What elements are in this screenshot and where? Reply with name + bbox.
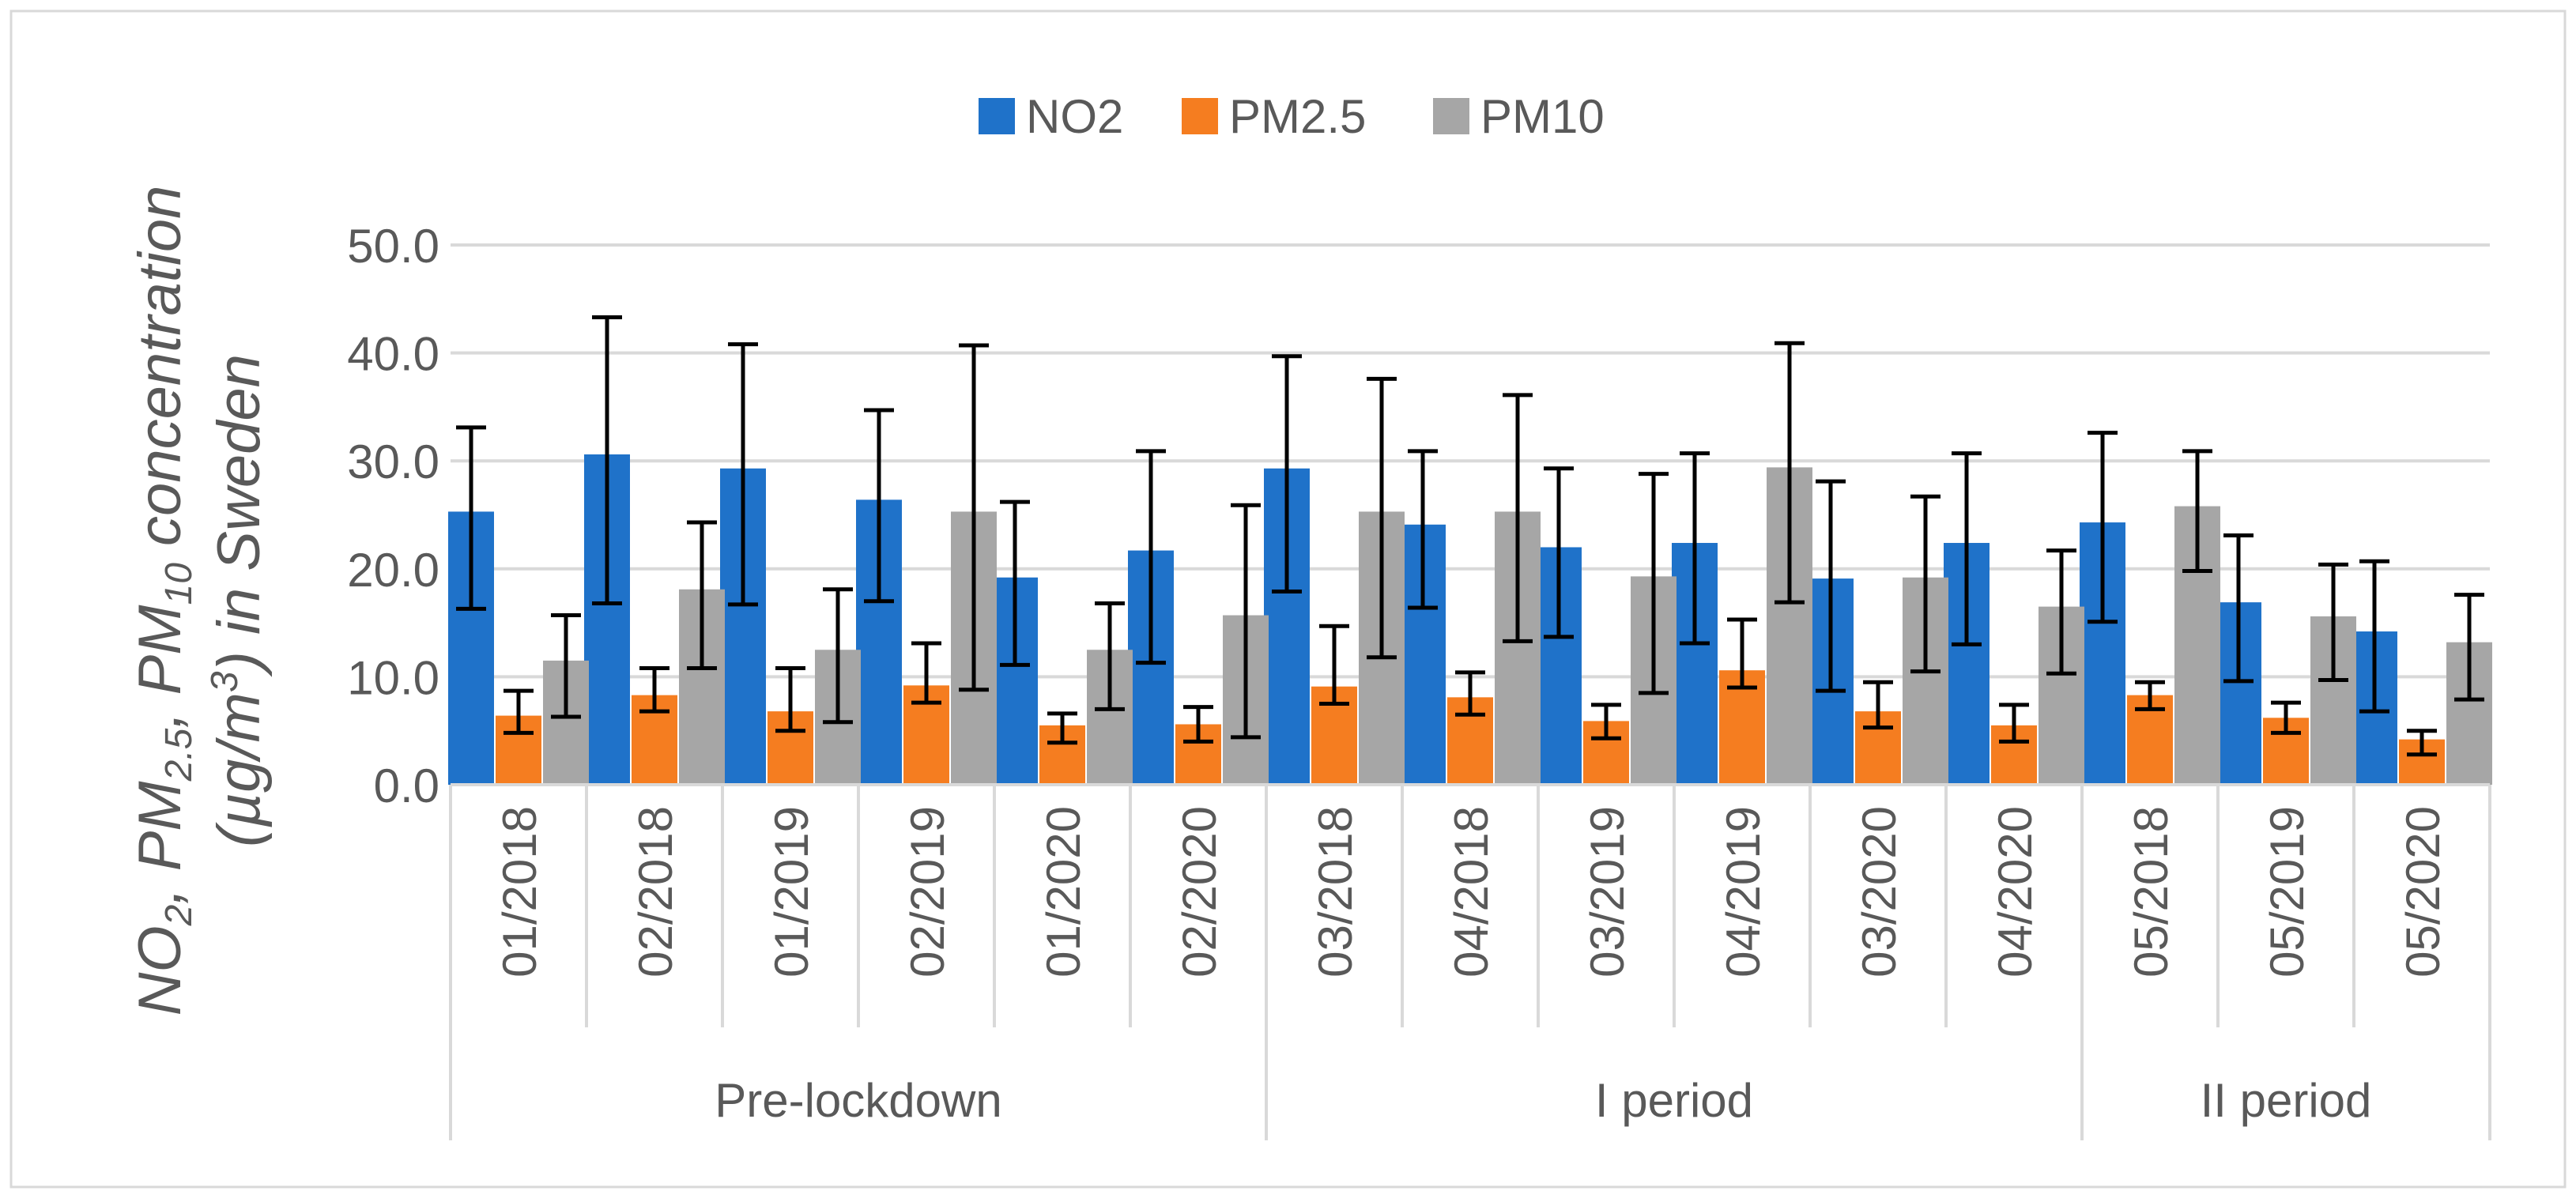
x-tick-label: 05/2019: [2261, 806, 2314, 978]
x-tick-label: 02/2019: [901, 806, 954, 978]
error-bar-no2-4: [1000, 499, 1030, 667]
error-bar-pm10-5: [1231, 503, 1261, 740]
y-label-part: ) in Sweden: [206, 354, 273, 677]
error-bar-pm10-1: [687, 520, 717, 670]
error-bar-pm25-3: [911, 641, 941, 705]
legend-label: PM2.5: [1229, 90, 1366, 143]
error-bar-pm10-0: [551, 613, 581, 719]
error-bar-pm25-1: [639, 665, 669, 714]
error-bar-no2-8: [1544, 466, 1574, 639]
error-bar-no2-14: [2359, 559, 2389, 714]
error-bar-pm10-11: [2046, 548, 2076, 676]
error-bar-no2-12: [2088, 431, 2118, 624]
y-tick-label: 10.0: [347, 651, 439, 704]
error-bar-pm25-10: [1863, 680, 1893, 730]
error-bar-pm25-8: [1591, 703, 1621, 740]
error-bar-pm25-6: [1319, 624, 1349, 707]
error-bar-pm25-7: [1455, 670, 1485, 717]
x-tick-label: 01/2018: [493, 806, 546, 978]
error-bar-no2-11: [1952, 451, 1982, 646]
x-tick-label: 03/2019: [1581, 806, 1634, 978]
y-axis-label: NO2, PM2.5, PM10 concentration(µg/m3) in…: [126, 186, 273, 1016]
x-tick-label: 02/2020: [1173, 806, 1226, 978]
error-bar-pm25-0: [504, 688, 534, 735]
y-tick-label: 40.0: [347, 328, 439, 381]
y-axis-label-line1: NO2, PM2.5, PM10 concentration: [126, 186, 200, 1016]
legend-item-pm10: PM10: [1433, 90, 1605, 143]
error-bar-no2-7: [1408, 449, 1438, 610]
error-bar-pm10-13: [2318, 562, 2348, 682]
error-bar-no2-10: [1816, 479, 1846, 693]
error-bar-pm10-14: [2454, 593, 2484, 702]
error-bar-pm25-4: [1047, 711, 1077, 745]
x-tick-label: 04/2019: [1717, 806, 1770, 978]
error-bar-pm25-9: [1727, 617, 1757, 690]
error-bar-pm10-8: [1639, 472, 1669, 695]
y-axis-label-line2: (µg/m3) in Sweden: [204, 354, 273, 847]
error-bar-no2-0: [456, 425, 486, 611]
y-label-part: , PM: [126, 781, 194, 905]
error-bar-pm10-10: [1910, 494, 1940, 674]
x-tick-label: 01/2019: [765, 806, 818, 978]
error-bar-pm25-2: [775, 665, 805, 733]
error-bars: [456, 315, 2484, 757]
error-bar-no2-2: [728, 342, 758, 607]
error-bar-no2-3: [864, 408, 894, 604]
y-label-part: concentration: [126, 186, 194, 563]
error-bar-pm10-6: [1367, 376, 1397, 660]
y-tick-label: 50.0: [347, 220, 439, 273]
error-bar-no2-13: [2223, 533, 2254, 684]
y-axis-ticks: 0.0 10.0 20.0 30.0 40.0 50.0: [347, 220, 439, 812]
y-label-part: 2.5: [158, 728, 200, 782]
x-tick-label: 04/2020: [1989, 806, 2042, 978]
x-axis: 01/2018 02/2018 01/2019 02/2019 01/2020 02/20…: [449, 783, 2491, 1140]
legend: NO2 PM2.5 PM10: [979, 90, 1605, 143]
y-tick-label: 0.0: [374, 759, 439, 812]
error-bar-no2-6: [1272, 354, 1302, 593]
legend-item-pm25: PM2.5: [1182, 90, 1366, 143]
y-tick-label: 20.0: [347, 544, 439, 597]
error-bar-pm10-2: [823, 587, 853, 725]
x-tick-label: 02/2018: [629, 806, 682, 978]
error-bar-pm10-9: [1775, 341, 1805, 605]
group-label: Pre-lockdown: [715, 1074, 1002, 1127]
error-bar-pm25-12: [2135, 680, 2165, 711]
legend-item-no2: NO2: [979, 90, 1123, 143]
group-label: II period: [2201, 1074, 2372, 1127]
y-label-part: 3: [204, 671, 246, 692]
group-label: I period: [1595, 1074, 1753, 1127]
error-bar-no2-1: [592, 315, 622, 606]
error-bar-pm10-3: [959, 343, 989, 692]
y-tick-label: 30.0: [347, 435, 439, 488]
x-tick-label: 03/2020: [1853, 806, 1906, 978]
y-label-part: (µg/m: [206, 692, 273, 847]
x-tick-label: 05/2020: [2397, 806, 2450, 978]
x-tick-label: 04/2018: [1445, 806, 1498, 978]
x-tick-label: 03/2018: [1309, 806, 1362, 978]
error-bar-no2-9: [1680, 451, 1710, 646]
legend-label: NO2: [1026, 90, 1123, 143]
error-bar-pm25-11: [1999, 703, 2029, 744]
error-bar-pm25-14: [2407, 729, 2437, 757]
y-label-part: 10: [158, 563, 200, 605]
legend-swatch: [1182, 98, 1218, 134]
error-bar-pm10-12: [2182, 449, 2212, 574]
y-label-part: 2: [158, 905, 200, 927]
y-label-part: , PM: [126, 605, 194, 729]
error-bar-pm10-7: [1503, 393, 1533, 643]
y-label-part: NO: [126, 925, 194, 1015]
x-tick-label: 01/2020: [1037, 806, 1090, 978]
error-bar-pm25-13: [2271, 700, 2301, 735]
error-bar-no2-5: [1136, 449, 1166, 665]
legend-swatch: [979, 98, 1015, 134]
error-bar-pm25-5: [1183, 705, 1213, 744]
error-bar-pm10-4: [1095, 601, 1125, 711]
legend-label: PM10: [1480, 90, 1605, 143]
legend-swatch: [1433, 98, 1469, 134]
x-tick-label: 05/2018: [2125, 806, 2178, 978]
